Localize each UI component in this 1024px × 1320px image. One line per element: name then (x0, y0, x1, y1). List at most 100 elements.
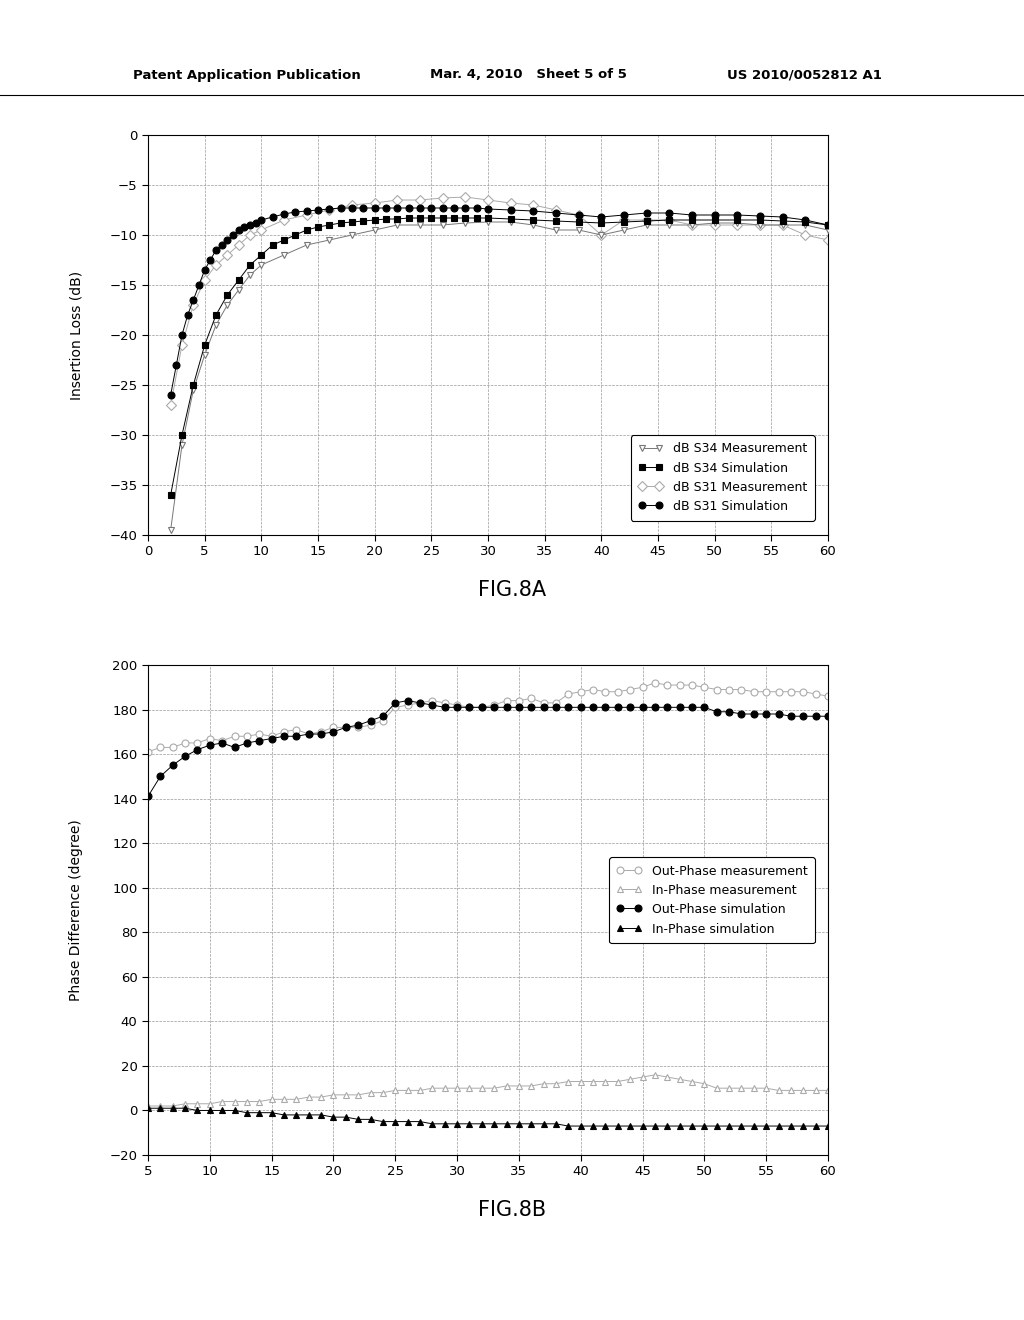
dB S34 Measurement (278, 247, 290, 263)
dB S34 Simulation (266, 238, 279, 253)
Out-Phase measurement (649, 675, 662, 690)
dB S34 Simulation (470, 210, 482, 226)
dB S34 Measurement (822, 222, 835, 238)
dB S34 Simulation (641, 213, 653, 228)
dB S31 Measurement (187, 297, 200, 313)
dB S34 Simulation (664, 213, 676, 228)
dB S34 Simulation (595, 215, 607, 231)
dB S31 Measurement (617, 213, 630, 228)
dB S34 Simulation (776, 213, 788, 228)
dB S31 Measurement (324, 202, 336, 218)
In-Phase measurement (822, 1082, 835, 1098)
Out-Phase simulation (822, 709, 835, 725)
Y-axis label: Phase Difference (degree): Phase Difference (degree) (70, 820, 83, 1001)
dB S31 Simulation (335, 201, 347, 216)
dB S34 Measurement (244, 267, 256, 282)
dB S31 Measurement (244, 227, 256, 243)
dB S34 Simulation (527, 213, 540, 228)
dB S34 Simulation (380, 211, 392, 227)
dB S34 Simulation (572, 214, 585, 230)
In-Phase measurement (587, 1073, 599, 1089)
Line: In-Phase simulation: In-Phase simulation (144, 1105, 831, 1130)
Text: Mar. 4, 2010   Sheet 5 of 5: Mar. 4, 2010 Sheet 5 of 5 (430, 69, 627, 82)
dB S31 Simulation (459, 201, 471, 216)
In-Phase measurement (389, 1082, 401, 1098)
dB S34 Simulation (391, 211, 403, 227)
Out-Phase measurement (525, 690, 538, 706)
Line: dB S34 Simulation: dB S34 Simulation (167, 215, 831, 499)
dB S31 Measurement (731, 216, 743, 232)
dB S34 Simulation (187, 378, 200, 393)
dB S34 Simulation (289, 227, 301, 243)
dB S31 Measurement (505, 195, 517, 211)
In-Phase measurement (525, 1078, 538, 1094)
dB S31 Measurement (176, 337, 188, 352)
dB S31 Measurement (232, 238, 245, 253)
Out-Phase measurement (587, 681, 599, 697)
dB S34 Measurement (199, 347, 211, 363)
dB S34 Measurement (754, 216, 766, 232)
dB S34 Simulation (686, 213, 698, 228)
dB S34 Simulation (369, 213, 381, 228)
Out-Phase measurement (562, 686, 574, 702)
dB S31 Measurement (436, 190, 449, 206)
Out-Phase simulation (155, 768, 167, 784)
dB S34 Measurement (255, 257, 267, 273)
dB S31 Measurement (754, 216, 766, 232)
dB S31 Measurement (550, 202, 562, 218)
dB S34 Measurement (391, 216, 403, 232)
dB S31 Measurement (595, 227, 607, 243)
Line: dB S31 Measurement: dB S31 Measurement (167, 194, 831, 408)
dB S34 Measurement (505, 214, 517, 230)
In-Phase measurement (562, 1073, 574, 1089)
Out-Phase measurement (142, 744, 155, 760)
dB S34 Measurement (550, 222, 562, 238)
dB S34 Simulation (312, 219, 325, 235)
dB S34 Measurement (482, 214, 495, 230)
dB S34 Measurement (459, 215, 471, 231)
Text: FIG.8A: FIG.8A (478, 579, 546, 601)
dB S34 Measurement (232, 282, 245, 298)
In-Phase simulation (674, 1118, 686, 1134)
dB S31 Measurement (369, 195, 381, 211)
Out-Phase simulation (538, 700, 550, 715)
dB S34 Simulation (300, 222, 312, 238)
dB S34 Measurement (210, 317, 222, 333)
dB S31 Measurement (278, 213, 290, 228)
dB S31 Measurement (414, 193, 426, 209)
In-Phase simulation (822, 1118, 835, 1134)
Out-Phase simulation (599, 700, 611, 715)
dB S34 Measurement (617, 222, 630, 238)
dB S31 Measurement (255, 222, 267, 238)
dB S34 Simulation (754, 213, 766, 228)
dB S34 Simulation (335, 215, 347, 231)
Out-Phase simulation (401, 693, 414, 709)
dB S34 Measurement (165, 523, 177, 539)
Out-Phase measurement (389, 700, 401, 715)
dB S31 Measurement (459, 189, 471, 205)
dB S31 Measurement (709, 216, 721, 232)
dB S34 Measurement (527, 216, 540, 232)
dB S34 Measurement (300, 238, 312, 253)
dB S34 Simulation (278, 232, 290, 248)
Out-Phase simulation (574, 700, 587, 715)
Line: Out-Phase simulation: Out-Phase simulation (144, 697, 831, 800)
dB S34 Measurement (776, 216, 788, 232)
dB S31 Measurement (799, 227, 811, 243)
dB S31 Simulation (754, 209, 766, 224)
Line: In-Phase measurement: In-Phase measurement (144, 1072, 831, 1110)
dB S31 Simulation (165, 387, 177, 403)
Out-Phase measurement (155, 739, 167, 755)
dB S31 Simulation (357, 201, 370, 216)
dB S34 Simulation (447, 210, 460, 226)
dB S31 Measurement (165, 397, 177, 413)
dB S34 Simulation (617, 214, 630, 230)
dB S34 Simulation (799, 214, 811, 230)
Out-Phase measurement (674, 677, 686, 693)
dB S34 Simulation (324, 216, 336, 232)
dB S34 Measurement (799, 216, 811, 232)
dB S31 Measurement (686, 216, 698, 232)
dB S34 Simulation (436, 210, 449, 226)
dB S31 Measurement (776, 216, 788, 232)
dB S31 Measurement (210, 257, 222, 273)
